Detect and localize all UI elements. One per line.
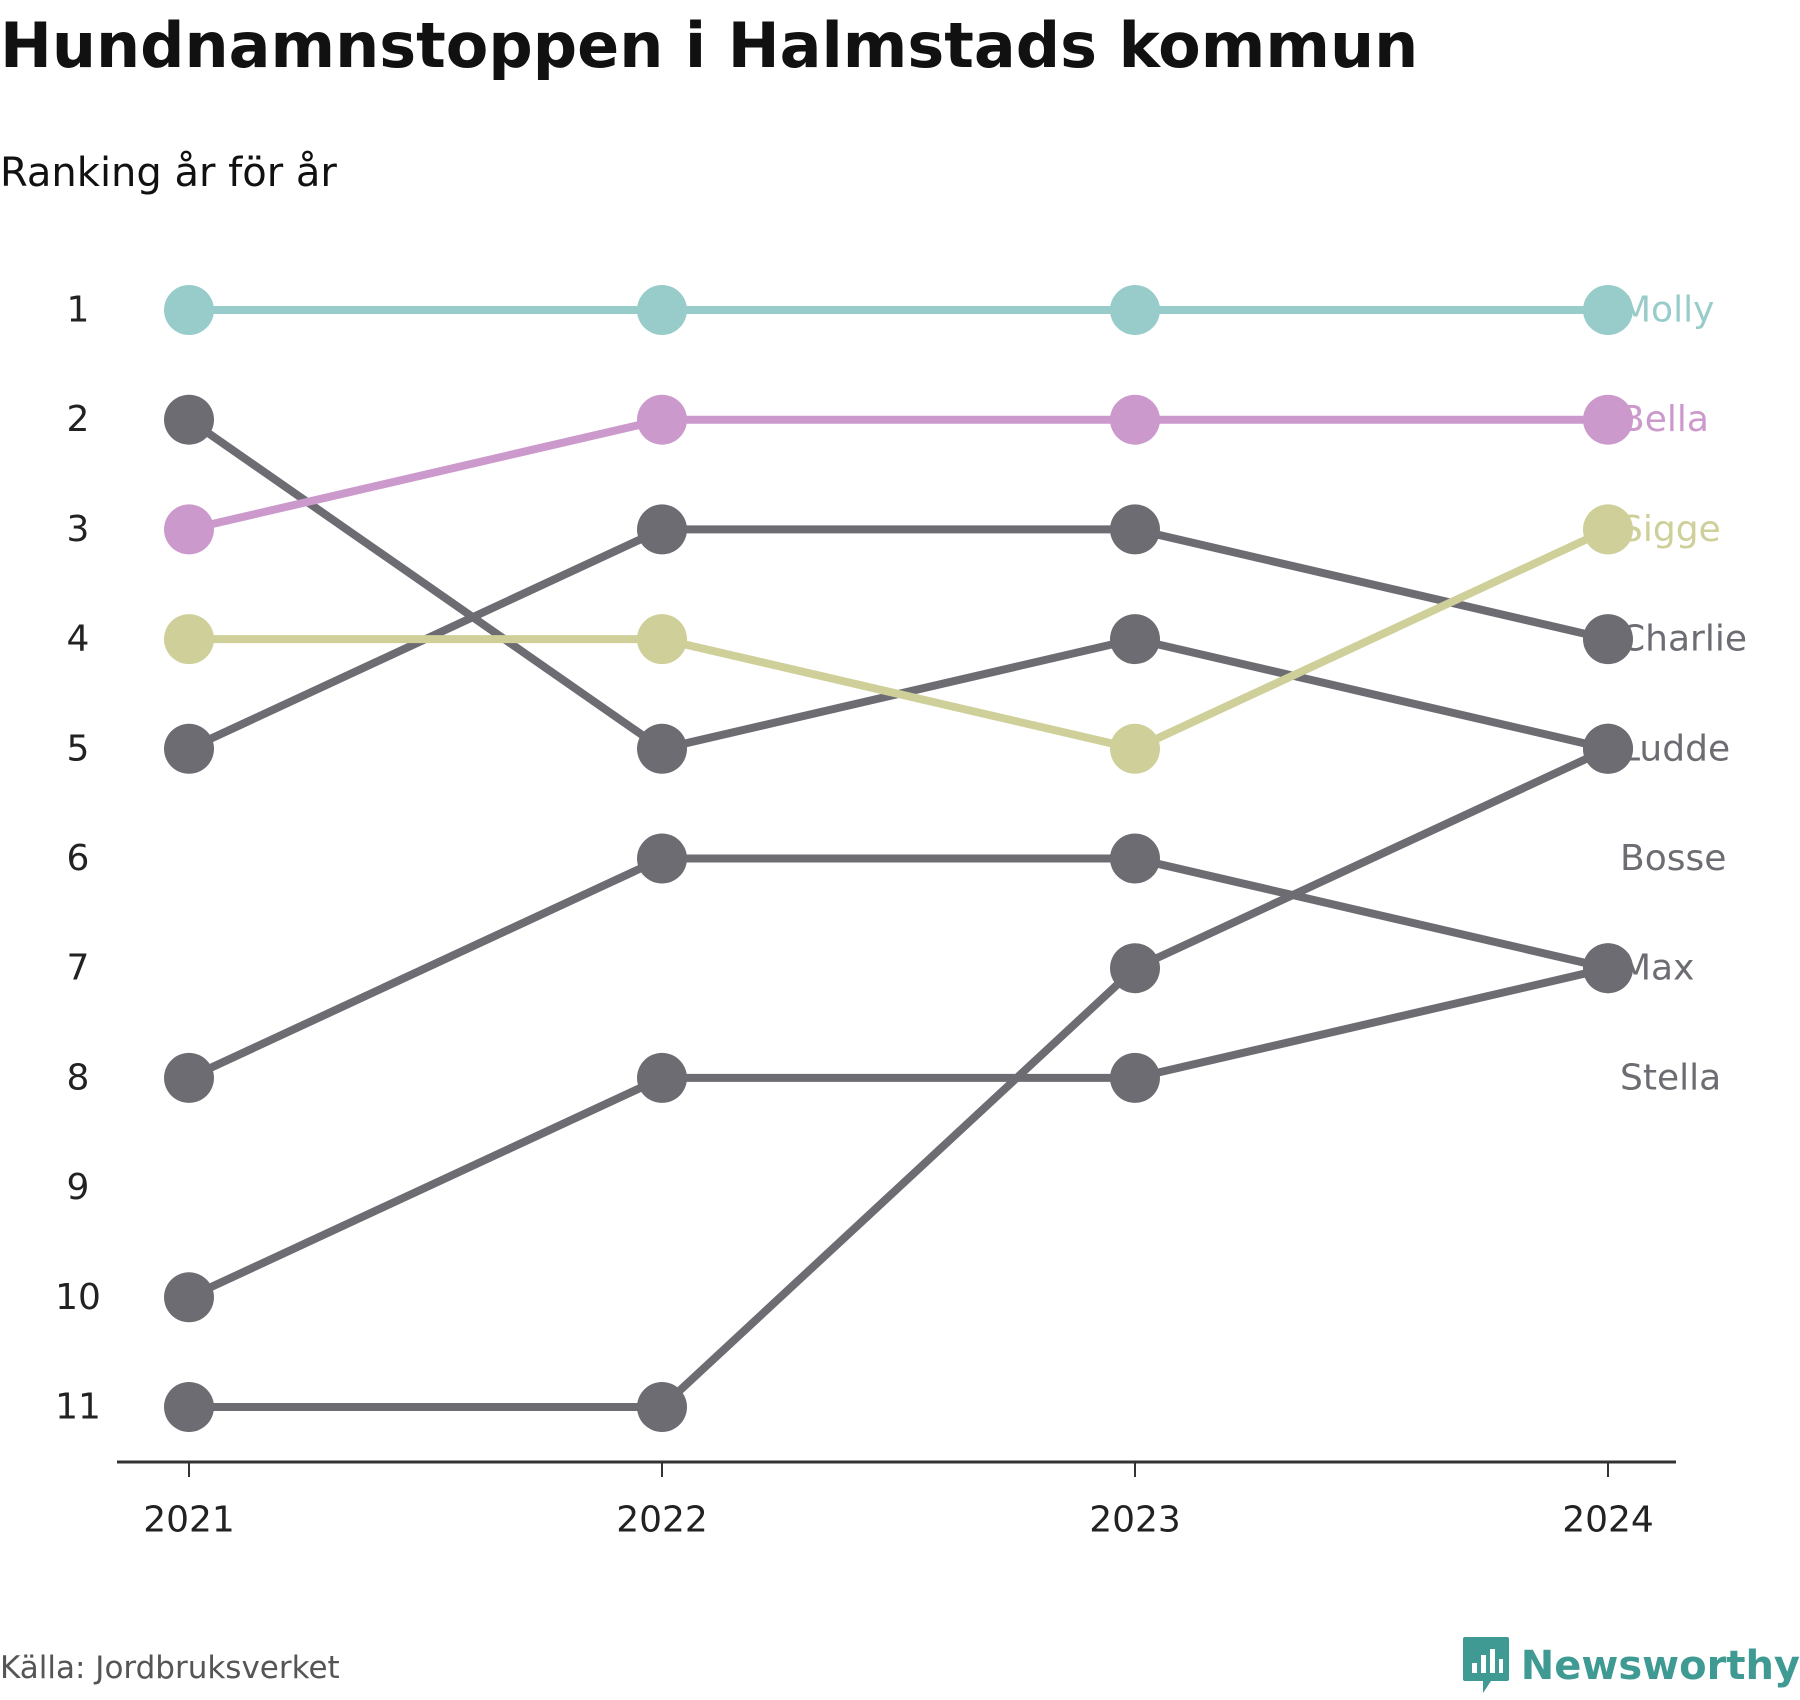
data-point xyxy=(637,614,687,665)
series-molly xyxy=(164,285,1633,335)
x-tick-label: 2022 xyxy=(616,1500,708,1541)
data-point xyxy=(164,1052,214,1103)
data-point xyxy=(637,723,687,774)
data-point xyxy=(1110,504,1160,555)
x-tick-label: 2023 xyxy=(1089,1500,1181,1541)
y-tick-label: 11 xyxy=(55,1387,101,1428)
data-point xyxy=(637,1052,687,1103)
end-label: Bosse xyxy=(1620,838,1726,879)
y-tick-label: 3 xyxy=(67,509,90,550)
data-point xyxy=(1110,1052,1160,1103)
data-point xyxy=(1110,285,1160,335)
data-point xyxy=(1110,723,1160,774)
series-layer xyxy=(164,285,1633,1432)
y-tick-label: 10 xyxy=(55,1277,101,1318)
data-point xyxy=(637,1382,687,1432)
bump-chart: 1 2 3 4 5 6 7 8 9 10 11 2021 2022 2023 2024 Molly Bell… xyxy=(55,285,1747,1541)
data-point xyxy=(164,504,214,555)
series-line xyxy=(187,854,1609,1082)
series-sigge xyxy=(164,504,1633,774)
end-label: Stella xyxy=(1620,1057,1721,1098)
data-point xyxy=(164,1272,214,1323)
end-labels: Molly Bella Sigge Charlie Ludde Bosse Max Stell… xyxy=(1620,290,1747,1099)
data-point xyxy=(637,285,687,335)
x-tick-label: 2021 xyxy=(143,1500,235,1541)
data-point xyxy=(1583,504,1633,555)
end-label: Ludde xyxy=(1620,728,1730,769)
data-point xyxy=(164,394,214,445)
series-line xyxy=(189,525,1610,753)
y-tick-label: 1 xyxy=(67,290,90,331)
series-bosse xyxy=(164,394,1633,774)
end-label: Charlie xyxy=(1620,619,1747,660)
data-point xyxy=(164,285,214,335)
series-line xyxy=(187,964,1609,1301)
series-line xyxy=(186,416,1609,753)
brand-name: Newsworthy xyxy=(1520,1643,1800,1689)
chart-bars-icon xyxy=(1462,1637,1509,1693)
y-tick-label: 7 xyxy=(67,948,90,989)
data-point xyxy=(1110,833,1160,884)
data-point xyxy=(1110,394,1160,445)
y-tick-label: 6 xyxy=(67,838,90,879)
data-point xyxy=(637,394,687,445)
y-tick-label: 2 xyxy=(67,399,90,440)
data-point xyxy=(637,833,687,884)
data-point xyxy=(637,504,687,555)
y-tick-label: 9 xyxy=(67,1167,90,1208)
data-point xyxy=(164,614,214,665)
data-point xyxy=(1583,394,1633,445)
data-point xyxy=(1583,285,1633,335)
end-label: Sigge xyxy=(1620,509,1721,550)
series-line xyxy=(188,415,1608,534)
brand-logo: Newsworthy xyxy=(1461,1635,1800,1697)
data-point xyxy=(164,723,214,774)
data-point xyxy=(1583,723,1633,774)
data-point xyxy=(1110,614,1160,665)
series-max xyxy=(164,833,1633,1103)
data-point xyxy=(1110,943,1160,994)
chart-subtitle: Ranking år för år xyxy=(0,150,337,196)
end-label: Molly xyxy=(1620,290,1714,331)
end-label: Bella xyxy=(1620,399,1709,440)
series-bella xyxy=(164,394,1633,555)
source-note: Källa: Jordbruksverket xyxy=(0,1650,340,1686)
x-axis-ticks: 2021 2022 2023 2024 xyxy=(143,1462,1654,1541)
x-tick-label: 2024 xyxy=(1562,1500,1654,1541)
series-stella xyxy=(164,943,1633,1323)
y-tick-label: 4 xyxy=(67,619,90,660)
chart-title: Hundnamnstoppen i Halmstads kommun xyxy=(0,9,1419,82)
end-label: Max xyxy=(1620,948,1694,989)
y-axis-ticks: 1 2 3 4 5 6 7 8 9 10 11 xyxy=(55,290,101,1428)
data-point xyxy=(164,1382,214,1432)
data-point xyxy=(1583,943,1633,994)
data-point xyxy=(1583,614,1633,665)
y-tick-label: 8 xyxy=(67,1057,90,1098)
y-tick-label: 5 xyxy=(67,728,90,769)
series-line xyxy=(189,745,1610,1411)
